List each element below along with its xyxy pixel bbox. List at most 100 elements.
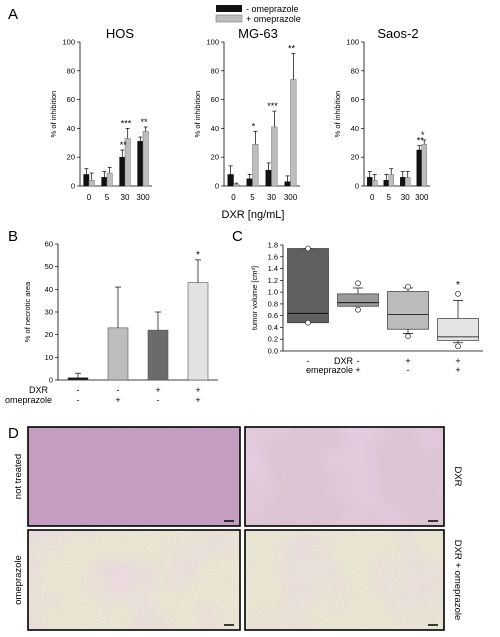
y-tick-label: 1.8 <box>268 241 278 250</box>
condition-sign: + <box>405 356 410 366</box>
image-label: DXR <box>452 466 463 486</box>
y-tick-label: 0 <box>215 182 219 191</box>
condition-sign: + <box>355 365 360 375</box>
y-tick-label: 0 <box>355 182 359 191</box>
bar-no-omeprazole <box>246 178 253 187</box>
y-tick-label: 60 <box>351 95 359 104</box>
x-tick-label: 5 <box>105 193 110 202</box>
x-tick-label: 30 <box>401 193 410 202</box>
condition-sign: + <box>455 356 460 366</box>
bar-with-omeprazole <box>88 179 95 187</box>
condition-label: DXR <box>334 356 354 366</box>
y-tick-label: 40 <box>211 124 219 133</box>
subplot-title: MG-63 <box>238 26 278 41</box>
histology-panel-d: not treated DXR omeprazole DXR + omeprazole <box>13 426 463 631</box>
panel-letter-a: A <box>8 6 18 23</box>
y-tick-label: 0.0 <box>268 347 278 356</box>
y-tick-label: 0 <box>71 182 75 191</box>
condition-label: omeprazole <box>306 365 353 375</box>
image-border <box>244 529 445 631</box>
y-tick-label: 0.2 <box>268 335 278 344</box>
condition-sign: - <box>357 356 360 366</box>
y-tick-label: 0.8 <box>268 299 278 308</box>
y-tick-label: 80 <box>67 66 75 75</box>
legend-swatch-with-omeprazole <box>215 14 243 23</box>
significance-star: ** <box>417 136 425 146</box>
y-tick-label: 1.2 <box>268 276 278 285</box>
legend-swatch-no-omeprazole <box>216 5 242 12</box>
y-tick-label: 1.4 <box>268 264 278 273</box>
tissue-stained-region <box>28 530 240 630</box>
y-tick-label: 0.6 <box>268 311 278 320</box>
y-tick-label: 0.4 <box>268 323 278 332</box>
legend-label-with-omeprazole: + omeprazole <box>246 14 301 24</box>
significance-star: *** <box>267 101 278 111</box>
significance-star: * <box>421 130 425 140</box>
y-tick-label: 80 <box>351 66 359 75</box>
x-axis-label-a: DXR [ng/mL] <box>222 209 285 221</box>
y-tick-label: 20 <box>211 153 219 162</box>
significance-star: *** <box>121 118 132 128</box>
chart-a-saos2: Saos-2 0 20 40 60 80 100 % of inhibition 0 5 30 300… <box>333 26 430 202</box>
image-border <box>27 426 241 527</box>
condition-sign: - <box>157 395 160 405</box>
significance-star: * <box>196 250 200 261</box>
condition-sign: + <box>115 395 120 405</box>
significance-star: ** <box>140 117 148 127</box>
y-tick-label: 100 <box>62 38 75 47</box>
bar-no-omeprazole <box>119 156 126 187</box>
bar-no-omeprazole <box>101 177 108 187</box>
condition-sign: - <box>407 365 410 375</box>
box-outlier <box>455 343 461 350</box>
subplot-title: HOS <box>106 26 135 41</box>
x-tick-label: 0 <box>370 193 375 202</box>
bar-with-omeprazole <box>271 126 278 187</box>
condition-sign: - <box>77 395 80 405</box>
y-axis-label: % of necrotic area <box>23 281 32 342</box>
histology-image-omeprazole: omeprazole <box>13 529 241 631</box>
box-iqr <box>287 248 329 324</box>
image-label: not treated <box>13 454 24 499</box>
panel-letter-b: B <box>8 228 18 245</box>
y-tick-label: 60 <box>211 95 219 104</box>
x-tick-label: 300 <box>415 193 429 202</box>
bar-with-omeprazole <box>233 184 240 187</box>
condition-sign: - <box>307 365 310 375</box>
bar-no-omeprazole <box>265 169 272 187</box>
bar-with-omeprazole <box>421 143 427 187</box>
y-tick-label: 0 <box>49 376 53 385</box>
box-iqr <box>337 293 379 307</box>
bar-no-omeprazole <box>137 141 144 187</box>
box-iqr <box>387 291 429 330</box>
histology-image-dxr-omeprazole: DXR + omeprazole <box>244 529 463 631</box>
bar-with-omeprazole <box>142 131 149 187</box>
y-axis-label: % of inhibition <box>49 91 58 138</box>
y-tick-label: 60 <box>45 240 53 249</box>
y-tick-label: 20 <box>67 153 75 162</box>
significance-star: * <box>252 121 256 131</box>
x-tick-label: 300 <box>136 193 150 202</box>
bar-necrotic-area <box>67 377 89 381</box>
bar-no-omeprazole <box>383 179 389 187</box>
y-tick-label: 100 <box>206 38 219 47</box>
box-outlier <box>305 245 311 252</box>
condition-sign: + <box>195 385 200 395</box>
bar-with-omeprazole <box>290 79 297 187</box>
bar-no-omeprazole <box>400 177 406 187</box>
condition-sign: + <box>155 385 160 395</box>
image-label: DXR + omeprazole <box>452 540 463 621</box>
bar-with-omeprazole <box>405 177 411 187</box>
y-tick-label: 80 <box>211 66 219 75</box>
x-tick-label: 30 <box>267 193 276 202</box>
bar-with-omeprazole <box>252 143 259 187</box>
y-tick-label: 1.6 <box>268 252 278 261</box>
y-axis-label: % of inhibition <box>193 91 202 138</box>
bar-no-omeprazole <box>284 181 291 187</box>
significance-star: * <box>456 280 460 291</box>
tissue-stained-region <box>245 530 444 630</box>
tissue-stained-region <box>245 427 444 526</box>
box-outlier <box>405 333 411 340</box>
